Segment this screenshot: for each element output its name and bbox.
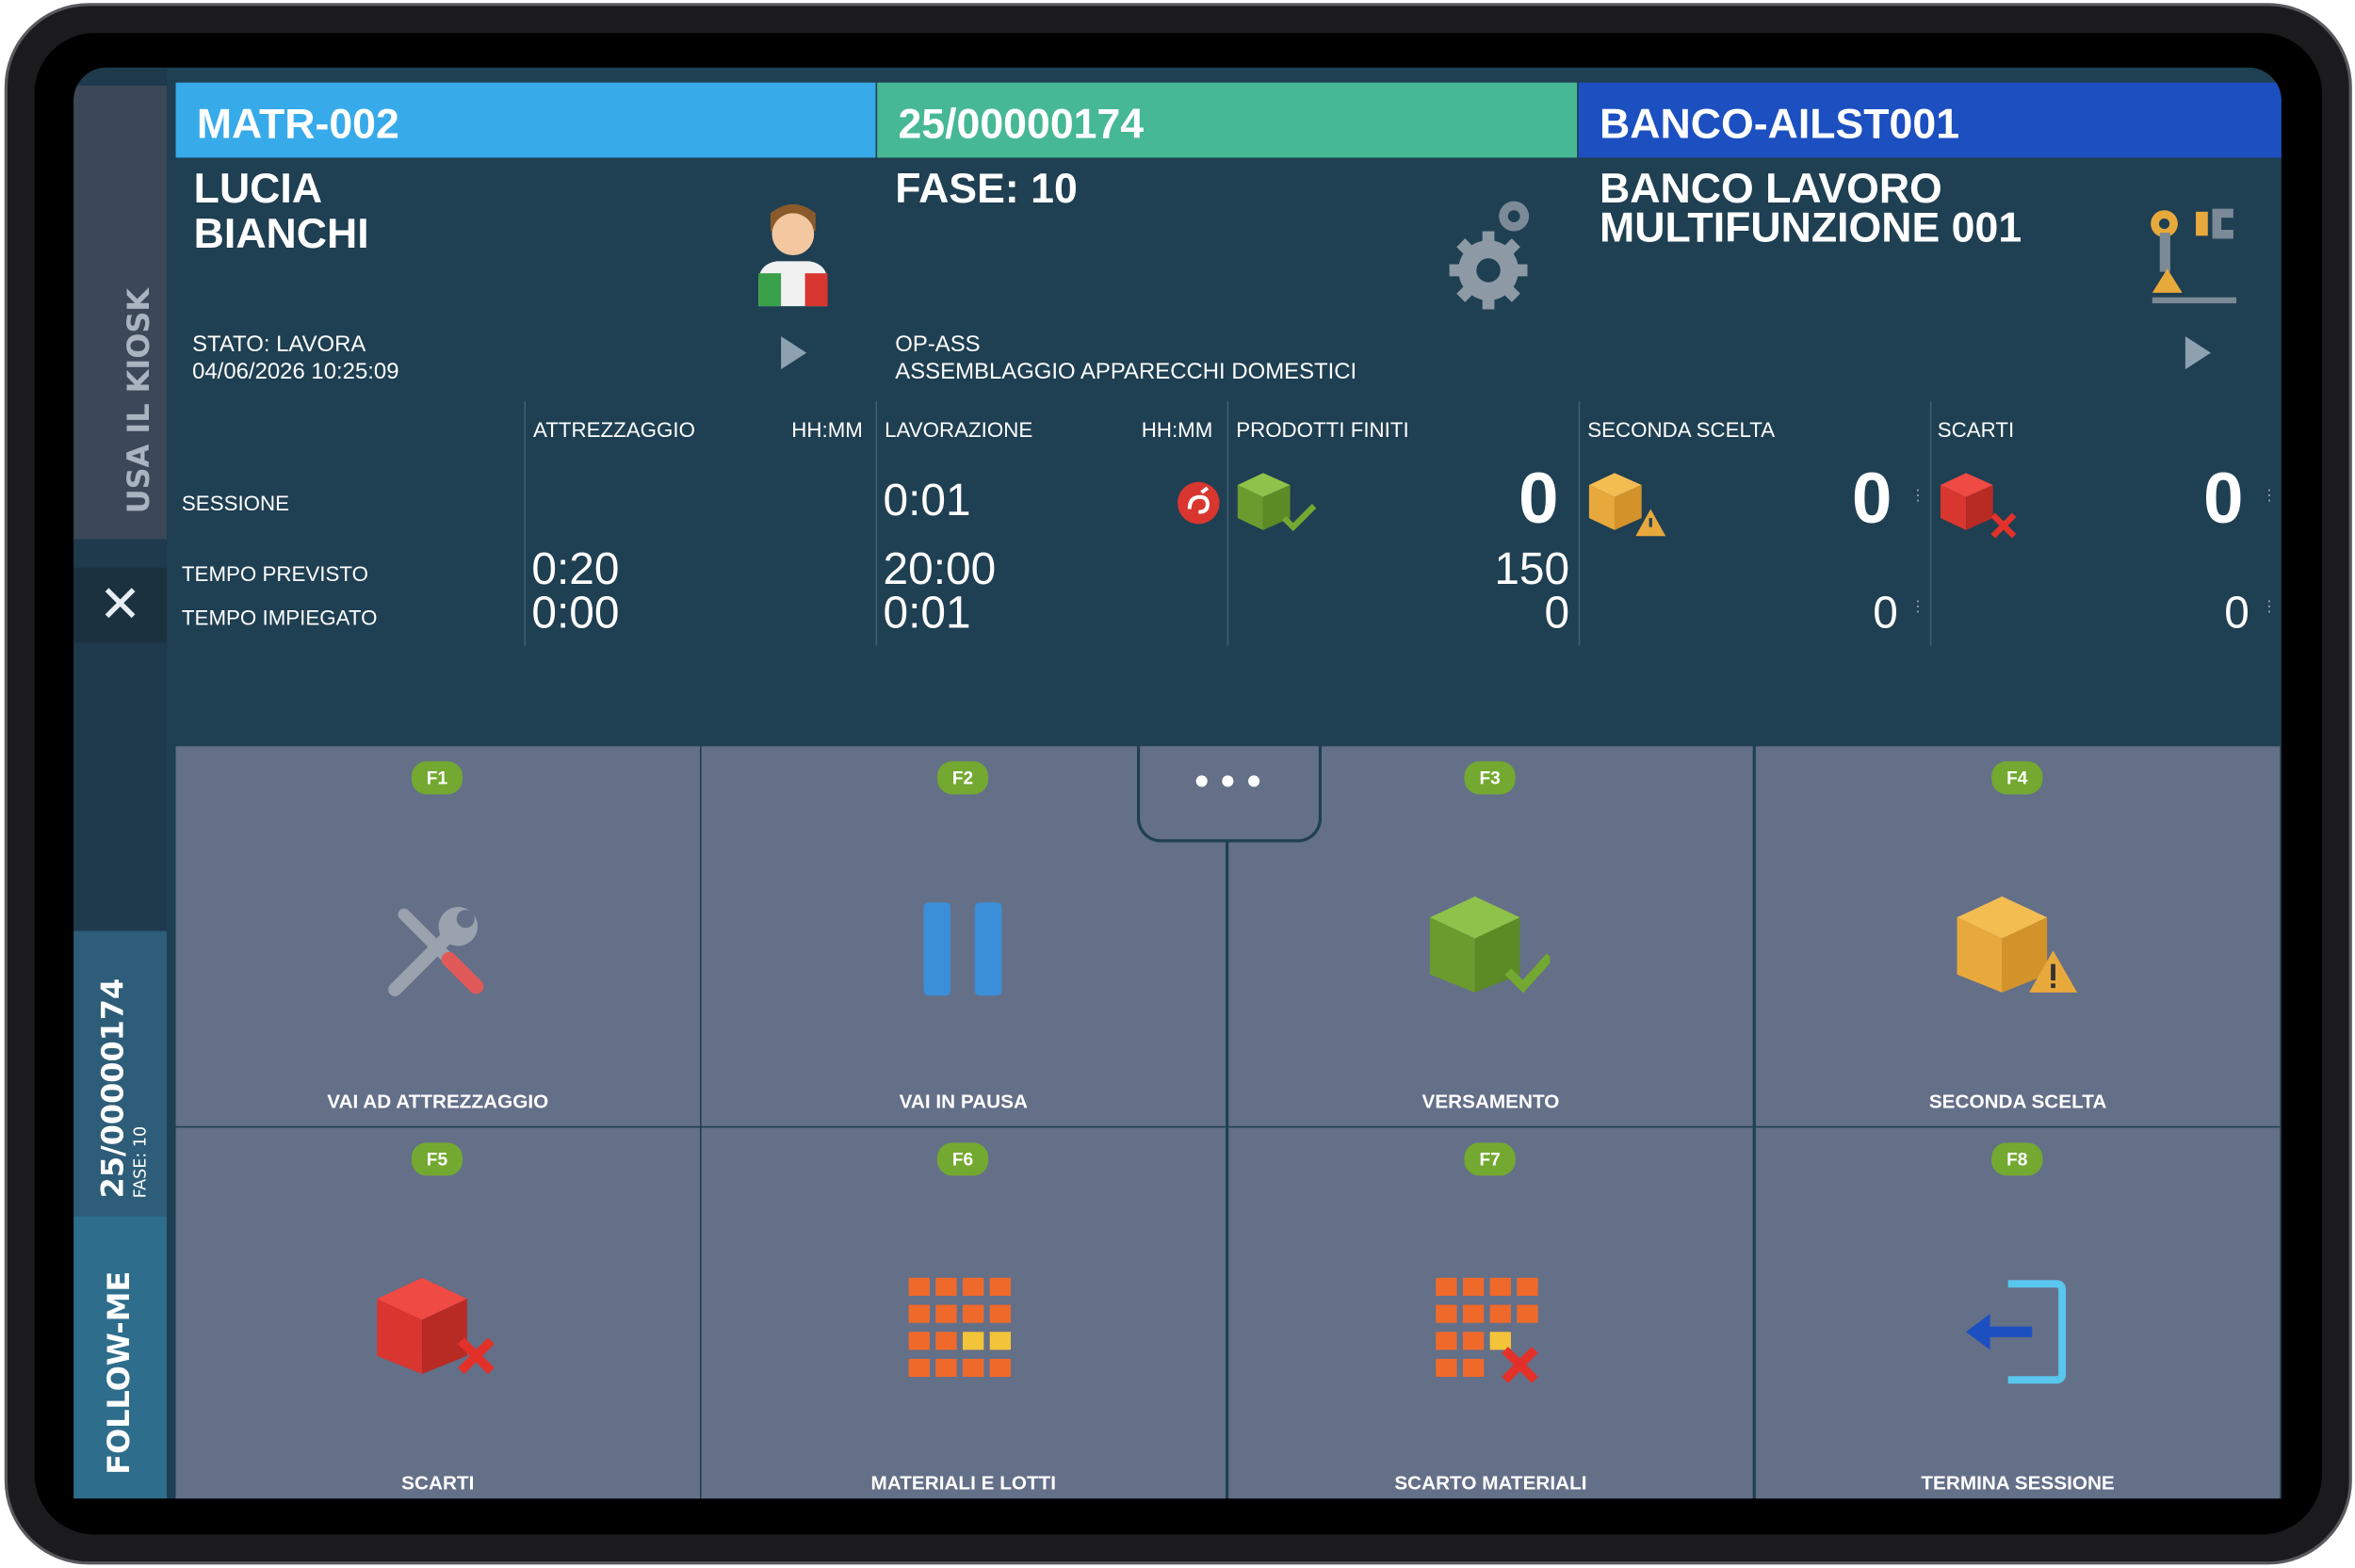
materials-grid-icon (908, 1277, 1012, 1378)
finished-spent: 0 (1544, 589, 1570, 639)
box-check-icon (1429, 896, 1551, 994)
action-key: F2 (936, 761, 989, 795)
second-choice-box-icon (1588, 473, 1666, 537)
action-key: F7 (1464, 1142, 1516, 1176)
action-key: F4 (1991, 761, 2043, 795)
action-label: VERSAMENTO (1421, 1090, 1560, 1113)
operator-datetime: 04/06/2026 10:25:09 (192, 359, 399, 385)
work-spent: 0:01 (883, 589, 971, 639)
scrap-title: SCARTI (1937, 417, 2015, 442)
work-session: 0:01 (883, 476, 971, 526)
second-choice-session: 0 (1851, 459, 1892, 540)
app-screen: USA IL KIOSK ✕ 25/00000174 FASE: 10 FOLL… (73, 67, 2282, 1499)
sidebar: USA IL KIOSK ✕ 25/00000174 FASE: 10 FOLL… (73, 67, 167, 1499)
scrap-more-icon-2: ⋮ (2262, 599, 2278, 616)
action-key: F8 (1991, 1142, 2043, 1176)
action-end-session-button[interactable]: F8 TERMINA SESSIONE (1755, 1127, 2281, 1499)
action-label: SCARTI (401, 1471, 475, 1495)
follow-me-button[interactable]: FOLLOW-ME (73, 1216, 167, 1499)
scrap-spent: 0 (2224, 589, 2249, 639)
operation-code: OP-ASS (895, 331, 981, 358)
operator-details-arrow-icon[interactable] (781, 336, 807, 370)
second-choice-more-icon[interactable]: ⋮ (1910, 488, 1926, 505)
operator-status: STATO: LAVORA (192, 331, 366, 358)
action-key: F1 (411, 761, 463, 795)
action-setup-button[interactable]: F1 VAI AD ATTREZZAGGIO (175, 746, 700, 1126)
action-label: VAI AD ATTREZZAGGIO (327, 1090, 549, 1113)
setup-planned: 0:20 (531, 544, 620, 595)
second-choice-more-icon-2: ⋮ (1910, 599, 1926, 616)
kiosk-button[interactable]: USA IL KIOSK (73, 85, 167, 540)
follow-me-label: FOLLOW-ME (100, 1270, 138, 1475)
workstation-name-line2: MULTIFUNZIONE 001 (1600, 203, 2022, 251)
finished-box-icon (1237, 473, 1317, 532)
materials-scrap-icon (1436, 1277, 1538, 1383)
box-warning-icon (1957, 896, 2078, 993)
pause-icon (923, 902, 1002, 996)
finished-planned: 150 (1494, 544, 1570, 595)
setup-spent: 0:00 (531, 589, 620, 639)
action-label: SECONDA SCELTA (1928, 1090, 2107, 1113)
running-badge-icon (1178, 481, 1220, 525)
action-key: F3 (1464, 761, 1516, 795)
exit-icon (1966, 1280, 2067, 1384)
workstation-name-line1: BANCO LAVORO (1600, 165, 1942, 212)
gears-icon (1449, 201, 1530, 310)
operator-last-name: BIANCHI (193, 210, 369, 257)
order-tab-phase: FASE: 10 (130, 1125, 151, 1199)
work-planned: 20:00 (883, 544, 997, 595)
setup-title: ATTREZZAGGIO (533, 417, 695, 442)
operator-code: MATR-002 (175, 82, 876, 158)
close-icon[interactable]: ✕ (73, 567, 167, 643)
setup-unit: HH:MM (791, 417, 863, 442)
work-unit: HH:MM (1141, 417, 1213, 442)
action-label: VAI IN PAUSA (899, 1090, 1028, 1113)
second-choice-spent: 0 (1873, 589, 1898, 639)
row-label-session: SESSIONE (181, 491, 290, 515)
action-label: SCARTO MATERIALI (1394, 1471, 1587, 1495)
row-label-spent: TEMPO IMPIEGATO (181, 605, 378, 630)
order-phase: FASE: 10 (895, 165, 1078, 212)
second-choice-title: SECONDA SCELTA (1587, 417, 1776, 442)
action-key: F5 (411, 1142, 463, 1176)
finished-title: PRODOTTI FINITI (1236, 417, 1409, 442)
order-code: 25/00000174 (877, 82, 1578, 158)
operator-avatar-icon (758, 203, 828, 307)
row-label-planned: TEMPO PREVISTO (181, 561, 368, 586)
operation-description: ASSEMBLAGGIO APPARECCHI DOMESTICI (895, 359, 1357, 385)
action-key: F6 (936, 1142, 989, 1176)
more-options-button[interactable]: ••• (1136, 746, 1323, 843)
workstation-details-arrow-icon[interactable] (2184, 336, 2211, 370)
work-title: LAVORAZIONE (885, 417, 1033, 442)
action-second-choice-button[interactable]: F4 SECONDA SCELTA (1755, 746, 2281, 1126)
kiosk-label: USA IL KIOSK (120, 288, 156, 514)
action-scrap-button[interactable]: F5 SCARTI (175, 1127, 700, 1499)
workstation-code: BANCO-AILST001 (1578, 82, 2282, 158)
action-materials-button[interactable]: F6 MATERIALI E LOTTI (701, 1127, 1226, 1499)
box-cross-icon (377, 1277, 495, 1375)
action-materials-scrap-button[interactable]: F7 SCARTO MATERIALI (1228, 1127, 1753, 1499)
operator-first-name: LUCIA (193, 165, 323, 212)
order-tab-number: 25/00000174 (94, 978, 131, 1199)
action-label: TERMINA SESSIONE (1921, 1471, 2115, 1495)
action-label: MATERIALI E LOTTI (870, 1471, 1057, 1495)
scrap-more-icon[interactable]: ⋮ (2262, 488, 2278, 505)
tools-icon (388, 907, 484, 996)
scrap-session: 0 (2202, 459, 2244, 540)
order-tab[interactable]: 25/00000174 FASE: 10 (73, 930, 167, 1217)
scrap-box-icon (1940, 473, 2017, 539)
finished-session: 0 (1518, 459, 1559, 540)
robot-arm-icon (2151, 208, 2237, 304)
